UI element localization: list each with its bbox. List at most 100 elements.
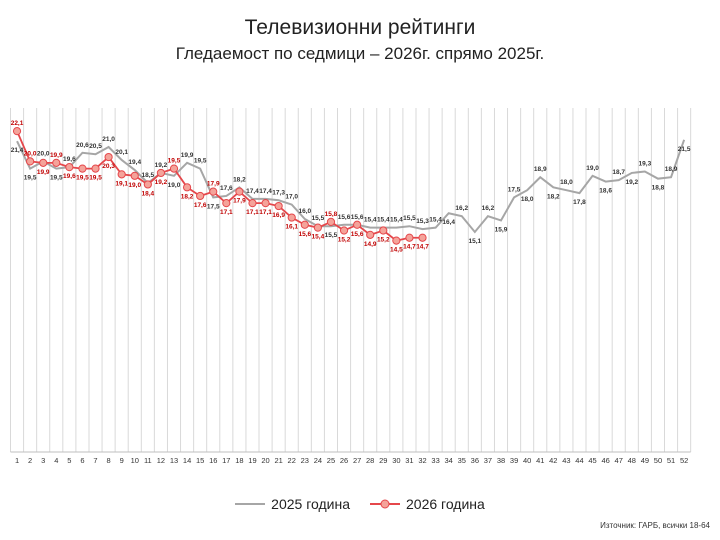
- label-2025-week-33: 15,4: [429, 217, 442, 224]
- label-2025-week-46: 18,6: [599, 188, 612, 195]
- label-2025-week-17: 17,6: [220, 185, 233, 192]
- x-tick-label-45: 45: [588, 456, 596, 465]
- x-tick-label-33: 33: [431, 456, 439, 465]
- label-2025-week-6: 20,6: [76, 142, 89, 149]
- point-2026-week-24: [313, 223, 322, 232]
- label-2025-week-48: 19,2: [625, 179, 638, 186]
- legend-label-2025: 2025 година: [271, 496, 350, 512]
- label-2026-week-8: 20,3: [102, 163, 115, 170]
- label-2025-week-51: 18,9: [665, 166, 678, 173]
- label-2026-week-7: 19,5: [89, 175, 102, 182]
- label-2026-week-13: 19,5: [168, 158, 181, 165]
- label-2026-week-31: 14,7: [403, 244, 416, 251]
- x-tick-label-9: 9: [120, 456, 124, 465]
- x-tick-label-34: 34: [445, 456, 453, 465]
- label-2026-week-21: 16,9: [272, 212, 285, 219]
- label-2026-week-11: 18,4: [142, 190, 155, 197]
- label-2026-week-15: 17,6: [194, 202, 207, 209]
- point-2026-week-21: [274, 201, 283, 211]
- label-2025-week-36: 15,1: [469, 238, 482, 245]
- x-tick-label-30: 30: [392, 456, 400, 465]
- point-2026-week-11: [143, 180, 152, 189]
- label-2025-week-41: 18,9: [534, 166, 547, 173]
- x-tick-label-51: 51: [667, 456, 675, 465]
- point-2026-week-32: [418, 233, 427, 242]
- label-2025-week-34: 16,4: [442, 219, 455, 226]
- x-tick-label-50: 50: [654, 456, 662, 465]
- point-2026-week-7: [91, 164, 100, 173]
- label-2026-week-16: 17,9: [207, 181, 220, 188]
- point-2026-week-9: [117, 170, 126, 179]
- point-2026-week-26: [339, 226, 349, 235]
- x-tick-label-16: 16: [209, 456, 217, 465]
- point-2026-week-1: [12, 127, 22, 136]
- point-2026-week-25: [326, 217, 336, 226]
- x-tick-label-6: 6: [80, 456, 84, 465]
- x-tick-label-42: 42: [549, 456, 557, 465]
- x-tick-label-35: 35: [458, 456, 466, 465]
- point-2026-week-22: [287, 213, 296, 222]
- point-2026-week-28: [366, 230, 375, 239]
- point-2026-week-8: [104, 152, 113, 162]
- x-tick-label-4: 4: [54, 456, 58, 465]
- point-2026-week-17: [222, 199, 231, 208]
- x-tick-label-18: 18: [235, 456, 243, 465]
- x-tick-label-3: 3: [41, 456, 45, 465]
- label-2025-week-2: 19,5: [24, 175, 37, 182]
- label-2025-week-32: 15,3: [416, 218, 429, 225]
- legend-item-2026: 2026 година: [370, 496, 485, 512]
- label-2025-week-44: 17,8: [573, 199, 586, 206]
- x-tick-label-22: 22: [288, 456, 296, 465]
- point-2026-week-18: [235, 187, 244, 196]
- label-2025-week-45: 19,0: [586, 165, 599, 172]
- x-tick-label-14: 14: [183, 456, 191, 465]
- label-2026-week-12: 19,2: [155, 179, 168, 186]
- label-2025-week-37: 16,2: [482, 205, 495, 212]
- label-2025-week-49: 19,3: [639, 160, 652, 167]
- x-tick-label-19: 19: [248, 456, 256, 465]
- label-2026-week-3: 19,9: [37, 169, 50, 176]
- label-2025-week-43: 18,0: [560, 179, 573, 186]
- label-2026-week-32: 14,7: [416, 244, 429, 251]
- label-2025-week-7: 20,5: [89, 143, 102, 150]
- x-tick-label-41: 41: [536, 456, 544, 465]
- x-tick-label-38: 38: [497, 456, 505, 465]
- point-2026-week-10: [130, 171, 139, 180]
- x-tick-label-36: 36: [471, 456, 479, 465]
- label-2025-week-20: 17,4: [259, 188, 272, 195]
- x-tick-label-2: 2: [28, 456, 32, 465]
- x-tick-label-12: 12: [157, 456, 165, 465]
- x-tick-label-48: 48: [628, 456, 636, 465]
- point-2026-week-6: [78, 164, 87, 173]
- label-2025-week-26: 15,6: [338, 214, 351, 221]
- label-2026-week-26: 15,2: [338, 237, 351, 244]
- label-2025-week-50: 18,8: [652, 185, 665, 192]
- label-2025-week-39: 17,5: [508, 186, 521, 193]
- point-2026-week-13: [169, 164, 179, 173]
- label-2025-week-23: 16,0: [298, 208, 311, 215]
- label-2026-week-29: 15,2: [377, 237, 390, 244]
- label-2026-week-6: 19,5: [76, 175, 89, 182]
- label-2025-week-3: 20,0: [37, 150, 50, 157]
- label-2026-week-22: 16,1: [285, 224, 298, 231]
- x-tick-label-21: 21: [274, 456, 282, 465]
- label-2025-week-4: 19,5: [50, 175, 63, 182]
- label-2025-week-19: 17,4: [246, 188, 259, 195]
- point-2026-week-3: [39, 158, 48, 167]
- label-2025-week-8: 21,0: [102, 136, 115, 143]
- x-tick-label-5: 5: [67, 456, 71, 465]
- label-2025-week-27: 15,6: [351, 214, 364, 221]
- label-2025-week-18: 18,2: [233, 176, 246, 183]
- legend-item-2025: 2025 година: [235, 496, 350, 512]
- label-2026-week-9: 19,1: [115, 180, 128, 187]
- label-2025-week-5: 19,6: [63, 156, 76, 163]
- x-tick-label-8: 8: [107, 456, 111, 465]
- point-2026-week-12: [156, 168, 166, 178]
- x-tick-label-20: 20: [261, 456, 269, 465]
- label-2026-week-28: 14,9: [364, 241, 377, 248]
- point-2026-week-30: [392, 236, 401, 245]
- x-tick-label-40: 40: [523, 456, 531, 465]
- label-2026-week-2: 20,0: [24, 150, 37, 157]
- label-2026-week-24: 15,4: [312, 234, 325, 241]
